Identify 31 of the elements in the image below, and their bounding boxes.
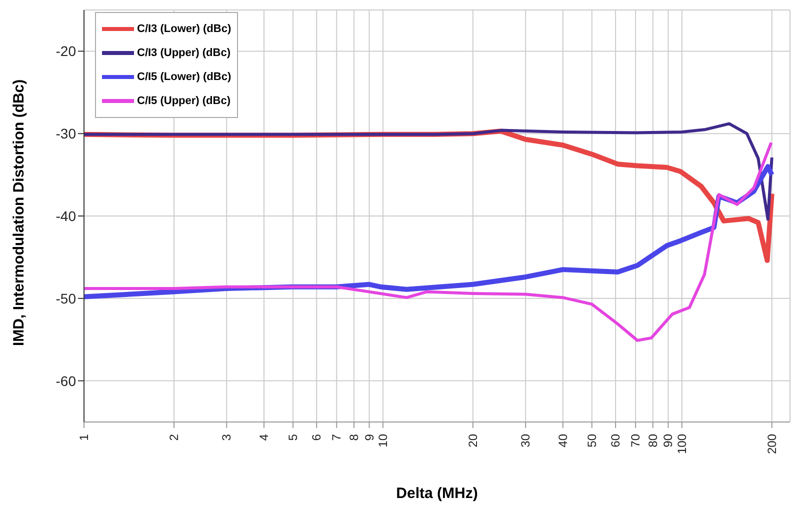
legend-label: C/I3 (Upper) (dBc) (137, 47, 230, 59)
x-tick-label: 80 (646, 434, 660, 448)
x-tick-label: 30 (518, 434, 533, 448)
x-tick-label: 40 (556, 434, 570, 448)
x-tick-label: 10 (376, 434, 390, 448)
x-tick-label: 50 (584, 434, 599, 448)
x-tick-label: 3 (220, 434, 234, 441)
y-tick-label: -20 (56, 43, 76, 60)
x-tick-label: 60 (608, 434, 623, 448)
y-tick-label: -40 (56, 208, 76, 224)
x-tick-label: 200 (764, 434, 779, 454)
legend-label: C/I5 (Lower) (dBc) (137, 71, 232, 83)
x-tick-label: 2 (166, 434, 181, 441)
x-tick-label: 5 (286, 434, 300, 441)
x-tick-label: 1 (77, 434, 91, 441)
x-tick-label: 100 (674, 434, 689, 454)
x-tick-label: 20 (466, 434, 480, 448)
legend-label: C/I5 (Upper) (dBc) (137, 95, 230, 107)
y-tick-label: -30 (56, 126, 76, 142)
x-tick-label: 90 (661, 434, 676, 448)
y-tick-label: -60 (56, 372, 76, 389)
x-axis-title: Delta (MHz) (396, 485, 478, 502)
x-tick-label: 6 (310, 434, 324, 441)
legend-label: C/I3 (Lower) (dBc) (137, 23, 232, 35)
y-tick-label: -50 (56, 290, 76, 306)
x-tick-label: 9 (362, 434, 376, 441)
x-tick-label: 4 (256, 434, 271, 441)
x-tick-label: 7 (330, 434, 344, 441)
x-tick-label: 70 (628, 434, 643, 448)
y-axis-title: IMD, Intermodulation Distortion (dBc) (10, 79, 28, 346)
x-tick-label: 8 (346, 434, 361, 441)
